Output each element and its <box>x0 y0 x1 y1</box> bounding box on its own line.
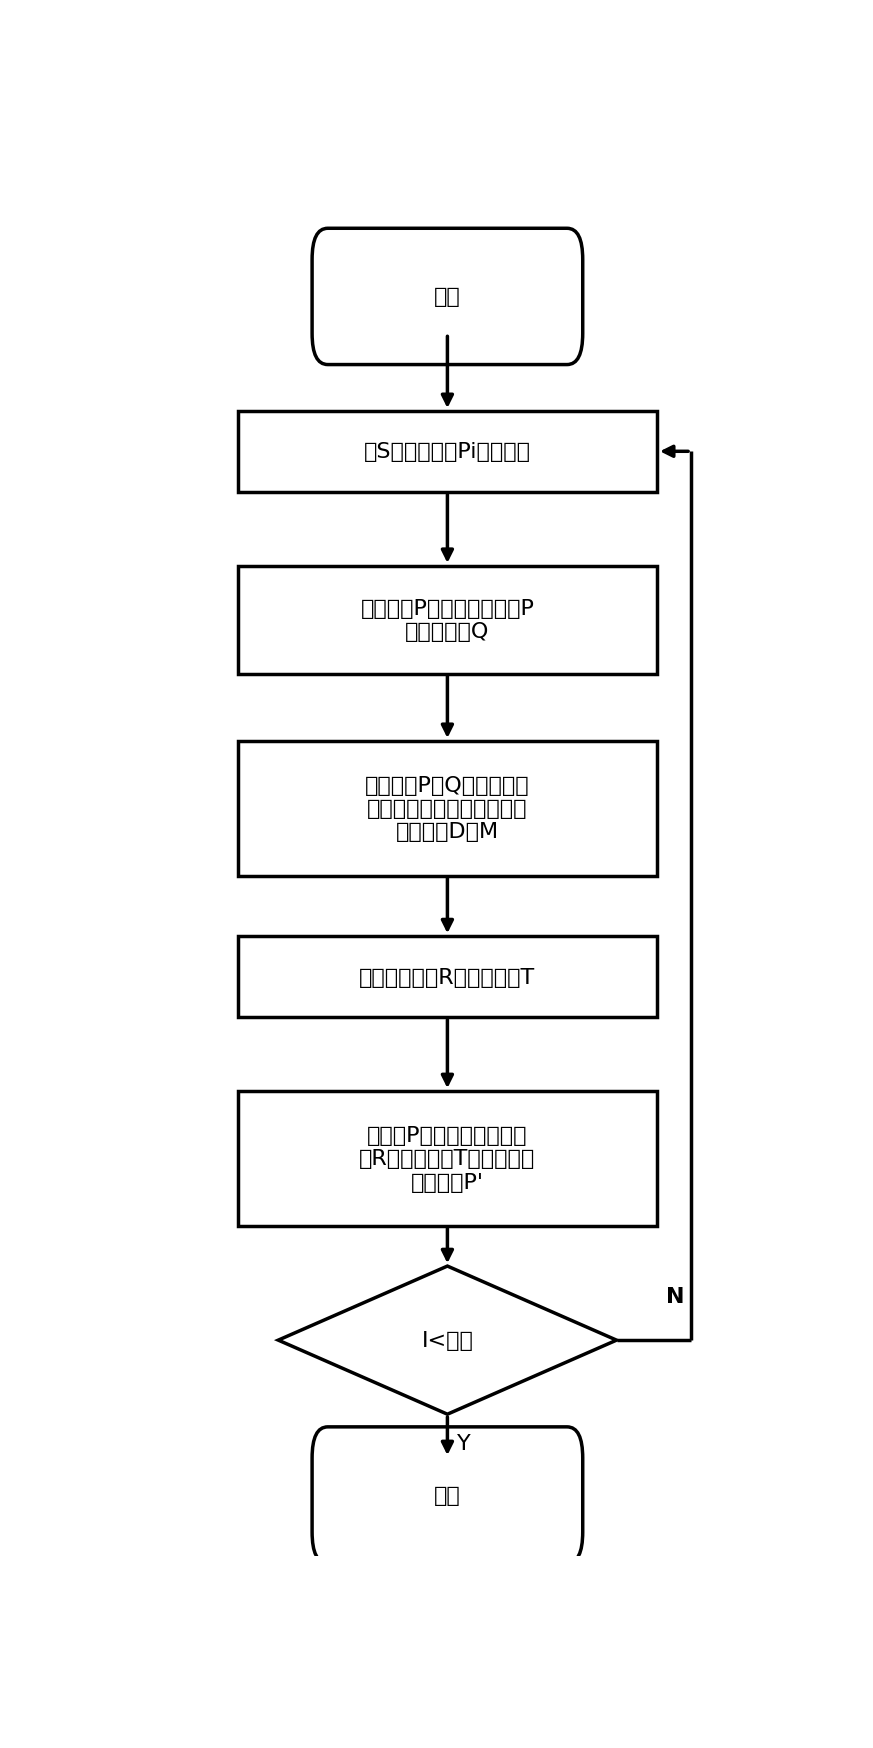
Bar <box>237 937 657 1017</box>
Text: 求解旋转矩阵R，平移矩阵T: 求解旋转矩阵R，平移矩阵T <box>360 967 535 988</box>
Text: 在S中搜索距离Pi最近的点: 在S中搜索距离Pi最近的点 <box>364 442 531 461</box>
Bar <box>237 741 657 876</box>
Text: I<阈值: I<阈值 <box>422 1330 473 1351</box>
Text: Y: Y <box>457 1433 471 1453</box>
FancyBboxPatch shape <box>313 229 583 365</box>
Text: 将点集P按照计算的旋转矩
阵R和平移矩阵T变换后形成
新的点集P': 将点集P按照计算的旋转矩 阵R和平移矩阵T变换后形成 新的点集P' <box>360 1126 535 1192</box>
Text: 计算点集P、Q重心位置坐
标，并进行点集中心化生成
新的点集D、M: 计算点集P、Q重心位置坐 标，并进行点集中心化生成 新的点集D、M <box>365 776 530 843</box>
Text: 开始: 开始 <box>434 287 461 308</box>
Text: 遍历点集P，找到距离点集P
最近的点集Q: 遍历点集P，找到距离点集P 最近的点集Q <box>361 600 534 642</box>
Bar <box>237 1091 657 1225</box>
Text: 结束: 结束 <box>434 1486 461 1505</box>
FancyBboxPatch shape <box>313 1426 583 1563</box>
Bar <box>237 566 657 675</box>
Polygon shape <box>278 1266 616 1414</box>
Text: N: N <box>666 1287 684 1308</box>
Bar <box>237 413 657 493</box>
